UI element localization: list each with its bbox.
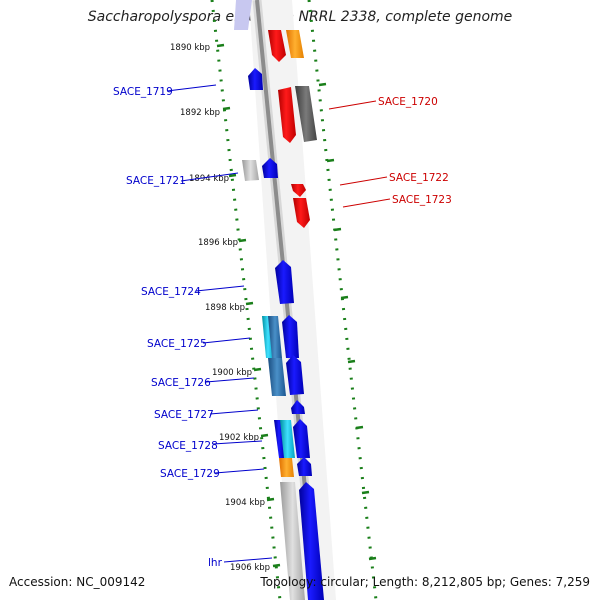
ruler-line-right xyxy=(307,0,378,600)
gene-arrow-sace-1728b[interactable] xyxy=(280,420,295,458)
ruler-label: 1896 kbp xyxy=(198,238,238,248)
gene-label-lhr[interactable]: lhr xyxy=(208,557,223,569)
ruler-tick xyxy=(222,106,231,111)
gene-arrow-sace-1728[interactable] xyxy=(293,419,310,458)
leader-line xyxy=(195,285,245,292)
gene-label-sace-1723[interactable]: SACE_1723 xyxy=(392,194,452,206)
leader-line xyxy=(205,377,255,383)
gene-arrow-sace-1726b[interactable] xyxy=(286,355,304,395)
gene-label-sace-1725[interactable]: SACE_1725 xyxy=(147,338,207,350)
ruler-line-left xyxy=(210,0,282,600)
gene-feature[interactable] xyxy=(268,30,286,62)
ruler-label: 1890 kbp xyxy=(170,43,210,53)
ruler-tick xyxy=(216,43,225,48)
leader-line xyxy=(223,557,273,563)
gene-arrow-sace-1720[interactable] xyxy=(278,87,296,143)
ruler-tick xyxy=(253,367,262,372)
gene-arrow-lhr[interactable] xyxy=(299,482,324,600)
leader-line xyxy=(202,337,251,344)
ruler-tick xyxy=(266,497,275,502)
leader-line xyxy=(166,84,217,92)
ruler-labels: 1890 kbp 1892 kbp 1894 kbp 1896 kbp 1898… xyxy=(170,43,270,573)
leader-line xyxy=(342,198,391,208)
gene-arrow-sace-1725b[interactable] xyxy=(268,316,282,358)
gene-arrow-sace-1726[interactable] xyxy=(268,358,286,396)
ruler-tick xyxy=(260,433,269,438)
gene-arrow-sace-1729[interactable] xyxy=(279,458,294,477)
gene-label-sace-1729[interactable]: SACE_1729 xyxy=(160,468,220,480)
ruler-label: 1900 kbp xyxy=(212,368,252,378)
ruler-label: 1894 kbp xyxy=(189,174,229,184)
leader-line xyxy=(212,440,263,445)
leader-line xyxy=(180,172,239,182)
ruler-tick xyxy=(228,173,237,178)
right-leader-lines xyxy=(328,100,391,208)
ruler-tick xyxy=(238,238,247,243)
leader-line xyxy=(214,468,265,474)
genome-title: Saccharopolyspora erythraea NRRL 2338, c… xyxy=(87,9,513,25)
gene-label-sace-1724[interactable]: SACE_1724 xyxy=(141,286,201,298)
leader-line xyxy=(209,409,259,415)
gene-arrow-lhr-shadow[interactable] xyxy=(280,482,305,600)
gene-arrow-sace-1727[interactable] xyxy=(291,400,305,414)
right-gene-labels: SACE_1720 SACE_1722 SACE_1723 xyxy=(378,96,452,206)
ruler-label: 1906 kbp xyxy=(230,563,270,573)
left-leader-lines xyxy=(166,84,273,563)
ruler-tick xyxy=(333,227,342,232)
ruler-tick xyxy=(272,563,281,568)
gene-arrow-sace-1728a[interactable] xyxy=(274,420,285,458)
ruler-tick xyxy=(355,425,364,430)
gene-arrow-sace-1719[interactable] xyxy=(248,68,263,90)
gene-arrow-sace-1724[interactable] xyxy=(275,260,294,304)
leader-line xyxy=(328,100,377,110)
gene-arrow-sace-1729b[interactable] xyxy=(297,457,312,476)
ruler-tick xyxy=(361,490,370,495)
left-gene-labels: SACE_1719 SACE_1721 SACE_1724 SACE_1725 … xyxy=(113,86,223,569)
gene-feature[interactable] xyxy=(234,0,252,30)
gene-label-sace-1722[interactable]: SACE_1722 xyxy=(389,172,449,184)
ruler-tick xyxy=(245,301,254,306)
gene-arrow-sace-1721[interactable] xyxy=(262,158,278,178)
topology-text: Topology: circular; Length: 8,212,805 bp… xyxy=(260,575,590,589)
ruler-label: 1898 kbp xyxy=(205,303,245,313)
ruler-ticks xyxy=(216,43,377,568)
gene-arrow-sace-1722[interactable] xyxy=(291,184,306,197)
ruler-label: 1892 kbp xyxy=(180,108,220,118)
gene-arrow-sace-1723[interactable] xyxy=(293,198,310,228)
ruler-tick xyxy=(318,82,327,87)
gene-label-sace-1727[interactable]: SACE_1727 xyxy=(154,409,214,421)
gene-label-sace-1726[interactable]: SACE_1726 xyxy=(151,377,211,389)
ruler-label: 1904 kbp xyxy=(225,498,265,508)
gene-label-sace-1719[interactable]: SACE_1719 xyxy=(113,86,173,98)
gene-label-sace-1728[interactable]: SACE_1728 xyxy=(158,440,218,452)
gene-label-sace-1720[interactable]: SACE_1720 xyxy=(378,96,438,108)
gene-arrow-sace-1721a[interactable] xyxy=(242,160,259,181)
ruler-label: 1902 kbp xyxy=(219,433,259,443)
ruler-tick xyxy=(368,556,377,561)
ruler-tick xyxy=(347,359,356,364)
ruler-tick xyxy=(340,295,349,300)
gene-label-sace-1721[interactable]: SACE_1721 xyxy=(126,175,186,187)
accession-text: Accession: NC_009142 xyxy=(9,575,146,589)
gene-arrow-sace-1720b[interactable] xyxy=(295,86,317,142)
ruler-tick xyxy=(326,158,335,163)
leader-line xyxy=(339,176,388,186)
gene-arrow-sace-1725[interactable] xyxy=(282,315,299,358)
gene-feature[interactable] xyxy=(286,30,304,58)
